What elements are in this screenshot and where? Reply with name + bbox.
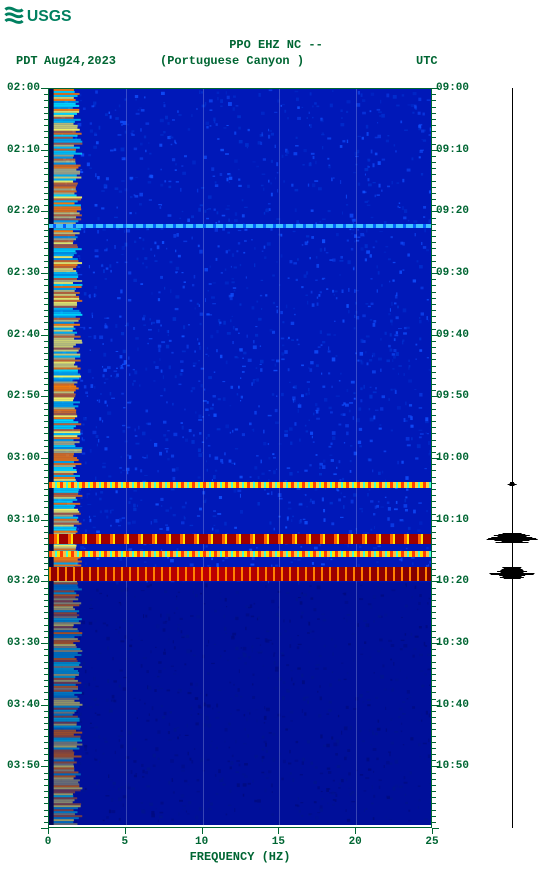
seismo-spike [496, 542, 529, 543]
y-tick-label: 09:50 [436, 390, 469, 402]
x-tick [355, 828, 356, 834]
date-label: Aug24,2023 [44, 54, 116, 68]
y-tick-label: 09:40 [436, 329, 469, 341]
x-tick [48, 828, 49, 834]
station-name: (Portuguese Canyon ) [160, 54, 304, 68]
x-tick [432, 828, 433, 834]
x-tick-label: 25 [425, 836, 438, 848]
y-tick-label: 10:00 [436, 452, 469, 464]
tz-left-label: PDT [16, 54, 38, 68]
y-tick-label: 02:40 [7, 329, 40, 341]
tz-right-label: UTC [416, 54, 438, 68]
y-tick-label: 03:30 [7, 637, 40, 649]
y-tick-label: 02:30 [7, 267, 40, 279]
x-tick-label: 10 [195, 836, 208, 848]
y-tick-label: 09:20 [436, 205, 469, 217]
station-code: PPO EHZ NC -- [0, 38, 552, 52]
grid-line [279, 89, 280, 827]
seismo-spike [509, 485, 514, 486]
y-tick-label: 02:00 [7, 82, 40, 94]
y-tick-label: 10:20 [436, 575, 469, 587]
y-tick-label: 02:10 [7, 144, 40, 156]
svg-text:USGS: USGS [27, 8, 72, 25]
y-tick-label: 09:10 [436, 144, 469, 156]
y-tick-label: 10:10 [436, 514, 469, 526]
seismogram-baseline [512, 88, 513, 828]
y-tick-label: 10:30 [436, 637, 469, 649]
x-tick-label: 15 [272, 836, 285, 848]
x-tick-label: 20 [349, 836, 362, 848]
spectrogram-canvas [49, 89, 431, 825]
y-tick-label: 09:00 [436, 82, 469, 94]
y-tick-label: 02:50 [7, 390, 40, 402]
usgs-logo: USGS [4, 4, 90, 32]
spectrogram-plot [48, 88, 432, 828]
seismogram-trace [480, 88, 544, 828]
x-tick [278, 828, 279, 834]
x-tick [202, 828, 203, 834]
y-tick-label: 10:50 [436, 760, 469, 772]
y-tick-label: 02:20 [7, 205, 40, 217]
x-tick [125, 828, 126, 834]
y-tick-label: 03:50 [7, 760, 40, 772]
y-tick-label: 09:30 [436, 267, 469, 279]
y-tick-label: 03:10 [7, 514, 40, 526]
x-tick-label: 5 [121, 836, 128, 848]
chart-header: PPO EHZ NC -- PDT Aug24,2023 (Portuguese… [0, 38, 552, 70]
y-tick-label: 10:40 [436, 699, 469, 711]
usgs-logo-svg: USGS [4, 4, 90, 28]
y-tick-label: 03:20 [7, 575, 40, 587]
grid-line [356, 89, 357, 827]
y-axis-left-ticks [40, 88, 48, 828]
y-tick-label: 03:40 [7, 699, 40, 711]
grid-line [203, 89, 204, 827]
x-tick-label: 0 [45, 836, 52, 848]
y-axis-right-labels: 09:0009:1009:2009:3009:4009:5010:0010:10… [432, 88, 480, 828]
y-tick-label: 03:00 [7, 452, 40, 464]
grid-line [126, 89, 127, 827]
x-axis-title: FREQUENCY (HZ) [48, 850, 432, 864]
seismo-spike [504, 578, 521, 579]
x-axis: 0510152025 FREQUENCY (HZ) [48, 828, 432, 868]
